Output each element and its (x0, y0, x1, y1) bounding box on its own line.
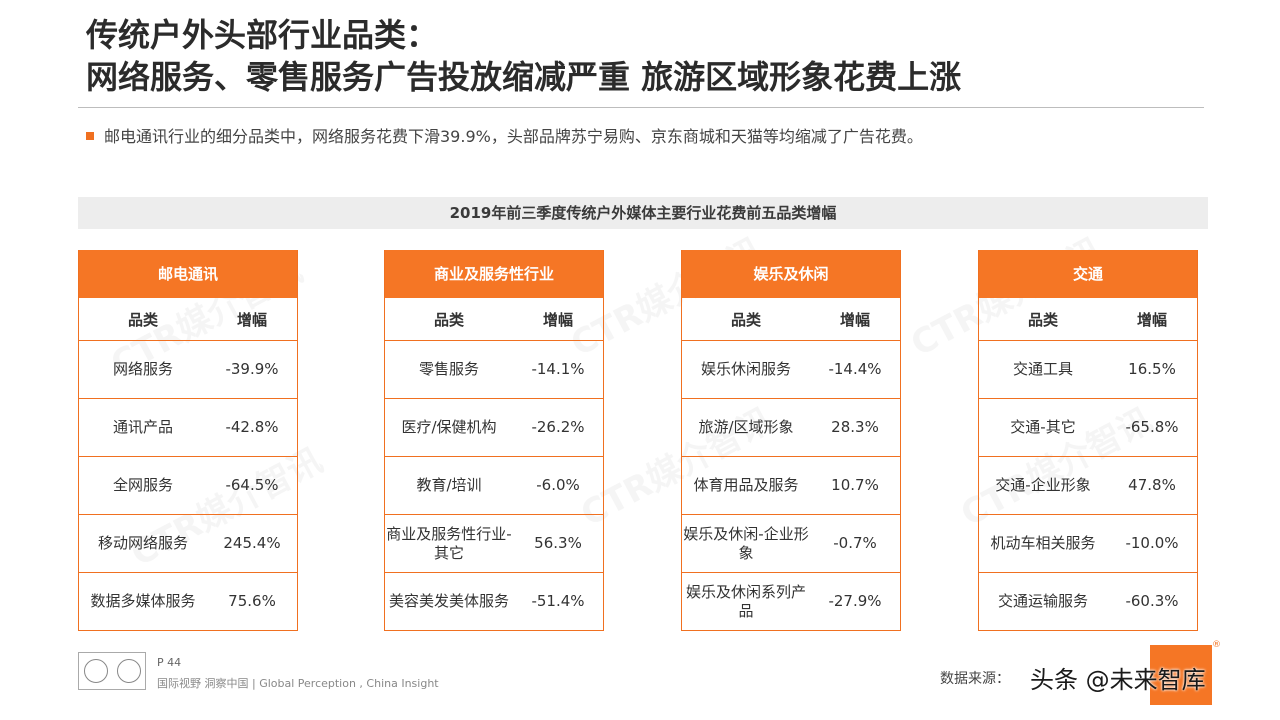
table-row: 交通-企业形象 47.8% (979, 457, 1197, 515)
table-row: 娱乐及休闲系列产品 -27.9% (682, 573, 900, 630)
growth-cell: -0.7% (833, 534, 877, 552)
category-cell: 交通-企业形象 (995, 476, 1091, 494)
growth-cell: -60.3% (1125, 592, 1179, 610)
panel-commerce-services: 商业及服务性行业 品类 增幅 零售服务 -14.1% 医疗/保健机构 -26.2% … (384, 250, 604, 631)
column-header-category: 品类 (127, 310, 158, 329)
growth-cell: -64.5% (225, 476, 279, 494)
growth-cell: 56.3% (534, 534, 582, 552)
panel-entertainment-leisure: 娱乐及休闲 品类 增幅 娱乐休闲服务 -14.4% 旅游/区域形象 28.3% 体育… (681, 250, 901, 631)
footer-slogan: 国际视野 洞察中国 | Global Perception , China In… (157, 677, 439, 690)
panel-column-headers: 品类 增幅 (979, 298, 1197, 341)
certification-seal-icon (83, 659, 108, 683)
panel-telecom: 邮电通讯 品类 增幅 网络服务 -39.9% 通讯产品 -42.8% 全网服务 -64… (78, 250, 298, 631)
growth-cell: -14.4% (828, 360, 882, 378)
growth-cell: 28.3% (831, 418, 879, 436)
growth-cell: -6.0% (536, 476, 580, 494)
overlay-credit: 头条 @未来智库 (1030, 666, 1206, 694)
panel-header: 娱乐及休闲 (682, 250, 900, 298)
category-cell: 网络服务 (112, 360, 173, 378)
growth-cell: -27.9% (828, 592, 882, 610)
column-header-category: 品类 (433, 310, 464, 329)
panel-column-headers: 品类 增幅 (79, 298, 297, 341)
panel-column-headers: 品类 增幅 (682, 298, 900, 341)
table-row: 交通运输服务 -60.3% (979, 573, 1197, 630)
table-row: 医疗/保健机构 -26.2% (385, 399, 603, 457)
table-row: 旅游/区域形象 28.3% (682, 399, 900, 457)
table-row: 零售服务 -14.1% (385, 341, 603, 399)
panel-header: 邮电通讯 (79, 250, 297, 298)
brand-logo-block (1150, 645, 1212, 705)
table-row: 商业及服务性行业-其它 56.3% (385, 515, 603, 573)
category-cell: 全网服务 (112, 476, 173, 494)
page-title: 传统户外头部行业品类： 网络服务、零售服务广告投放缩减严重 旅游区域形象花费上涨 (86, 14, 1206, 98)
category-cell: 交通-其它 (1010, 418, 1076, 436)
category-cell: 移动网络服务 (97, 534, 188, 552)
column-header-category: 品类 (1027, 310, 1058, 329)
certification-logo (78, 652, 146, 690)
category-cell: 医疗/保健机构 (401, 418, 497, 436)
registered-mark: ® (1212, 640, 1221, 650)
growth-cell: -39.9% (225, 360, 279, 378)
category-cell: 数据多媒体服务 (90, 592, 196, 610)
table-row: 机动车相关服务 -10.0% (979, 515, 1197, 573)
category-cell: 美容美发美体服务 (388, 592, 509, 610)
category-cell: 娱乐及休闲-企业形象 (683, 524, 809, 562)
table-row: 全网服务 -64.5% (79, 457, 297, 515)
table-row: 美容美发美体服务 -51.4% (385, 573, 603, 630)
summary-text: 邮电通讯行业的细分品类中，网络服务花费下滑39.9%，头部品牌苏宁易购、京东商城… (104, 127, 923, 146)
category-cell: 商业及服务性行业-其它 (386, 524, 512, 562)
certification-badge-icon (116, 659, 141, 683)
page-title-line-1: 传统户外头部行业品类： (86, 16, 439, 54)
table-row: 通讯产品 -42.8% (79, 399, 297, 457)
table-row: 娱乐及休闲-企业形象 -0.7% (682, 515, 900, 573)
title-divider (78, 107, 1204, 108)
data-source-label: 数据来源： (940, 671, 1010, 687)
growth-cell: 47.8% (1128, 476, 1176, 494)
column-header-growth: 增幅 (542, 310, 573, 329)
bullet-square-icon (86, 132, 94, 140)
growth-cell: -26.2% (531, 418, 585, 436)
table-row: 交通工具 16.5% (979, 341, 1197, 399)
category-cell: 旅游/区域形象 (698, 418, 794, 436)
summary-bullet: 邮电通讯行业的细分品类中，网络服务花费下滑39.9%，头部品牌苏宁易购、京东商城… (86, 126, 1186, 148)
category-cell: 娱乐休闲服务 (700, 360, 791, 378)
growth-cell: -65.8% (1125, 418, 1179, 436)
table-row: 教育/培训 -6.0% (385, 457, 603, 515)
table-row: 数据多媒体服务 75.6% (79, 573, 297, 630)
panel-header: 交通 (979, 250, 1197, 298)
growth-cell: 16.5% (1128, 360, 1176, 378)
growth-cell: 75.6% (228, 592, 276, 610)
category-cell: 通讯产品 (112, 418, 173, 436)
table-row: 移动网络服务 245.4% (79, 515, 297, 573)
table-row: 体育用品及服务 10.7% (682, 457, 900, 515)
column-header-category: 品类 (730, 310, 761, 329)
category-cell: 教育/培训 (416, 476, 482, 494)
column-header-growth: 增幅 (839, 310, 870, 329)
growth-cell: -10.0% (1125, 534, 1179, 552)
growth-cell: -51.4% (531, 592, 585, 610)
page-title-line-2: 网络服务、零售服务广告投放缩减严重 旅游区域形象花费上涨 (86, 58, 962, 96)
table-row: 交通-其它 -65.8% (979, 399, 1197, 457)
table-row: 网络服务 -39.9% (79, 341, 297, 399)
growth-cell: 10.7% (831, 476, 879, 494)
growth-cell: -42.8% (225, 418, 279, 436)
panel-column-headers: 品类 增幅 (385, 298, 603, 341)
category-cell: 交通运输服务 (997, 592, 1088, 610)
panel-header: 商业及服务性行业 (385, 250, 603, 298)
column-header-growth: 增幅 (1136, 310, 1167, 329)
category-cell: 体育用品及服务 (693, 476, 799, 494)
category-cell: 交通工具 (1012, 360, 1073, 378)
table-row: 娱乐休闲服务 -14.4% (682, 341, 900, 399)
panel-transportation: 交通 品类 增幅 交通工具 16.5% 交通-其它 -65.8% 交通-企业形象 47… (978, 250, 1198, 631)
column-header-growth: 增幅 (236, 310, 267, 329)
category-cell: 娱乐及休闲系列产品 (685, 582, 806, 620)
page-number: P 44 (157, 656, 182, 669)
growth-cell: -14.1% (531, 360, 585, 378)
category-cell: 零售服务 (418, 360, 479, 378)
table-title: 2019年前三季度传统户外媒体主要行业花费前五品类增幅 (78, 197, 1208, 229)
growth-cell: 245.4% (223, 534, 281, 552)
category-cell: 机动车相关服务 (990, 534, 1096, 552)
